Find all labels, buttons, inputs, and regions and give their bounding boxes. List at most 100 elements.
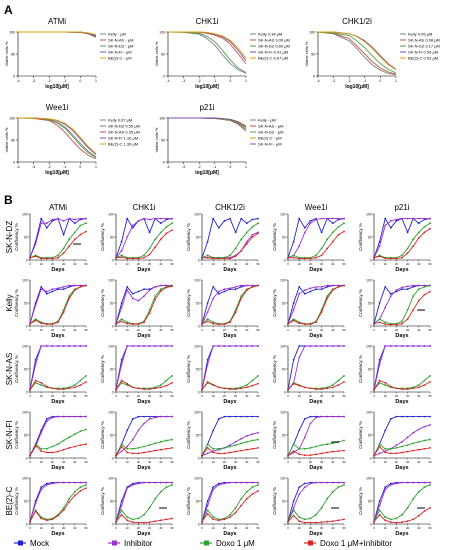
dose-chart: p21i 0 50 100 -4 -3 -2 -1 0 1 log10[μM] Viable cell… — [154, 103, 283, 176]
x-tick-label: 30 — [62, 328, 66, 332]
combo-point — [395, 452, 398, 455]
legend-entry: SK-N-FI - μM — [258, 142, 282, 147]
inhibitor-point — [401, 217, 403, 220]
mock-line — [29, 285, 86, 324]
combo-point — [417, 237, 420, 239]
inhibitor-point — [320, 286, 323, 288]
combo-point — [240, 297, 243, 300]
doxo-point — [85, 428, 87, 431]
y-tick-label: 50 — [110, 433, 114, 437]
mock-point — [395, 220, 398, 222]
inhibitor-point — [40, 222, 43, 225]
combo-point — [171, 285, 173, 288]
inhibitor-point — [79, 217, 82, 220]
inhibitor-point — [62, 220, 65, 222]
combo-line — [373, 445, 431, 456]
x-tick-label: -1 — [213, 79, 216, 83]
inhibitor-point — [143, 481, 145, 484]
y-axis-label: Confluency % — [100, 289, 105, 317]
inhibitor-point — [154, 286, 157, 288]
x-tick-label: 0 — [79, 79, 81, 83]
x-tick-label: 30 — [234, 328, 238, 332]
combo-point — [79, 286, 82, 288]
doxo-point — [331, 490, 334, 493]
y-tick-label: 100 — [280, 476, 286, 480]
x-tick-label: 40 — [417, 328, 421, 332]
y-tick-label: 50 — [282, 367, 286, 371]
mock-point — [126, 217, 129, 220]
inhibitor-point — [378, 504, 381, 507]
combo-point — [131, 452, 134, 455]
inhibitor-point — [326, 217, 329, 220]
combo-point — [79, 444, 82, 446]
x-tick-label: 20 — [309, 394, 313, 398]
combo-point — [429, 227, 431, 230]
mock-point — [389, 226, 392, 229]
x-tick-label: 20 — [137, 526, 141, 530]
y-tick-label: 0 — [284, 390, 286, 394]
doxo-point — [40, 447, 43, 450]
combo-point — [303, 386, 306, 389]
doxo-point — [45, 447, 48, 450]
combo-point — [85, 284, 87, 287]
inhibitor-point — [137, 429, 140, 432]
doxo-point — [206, 443, 209, 446]
x-tick-label: 30 — [62, 526, 66, 530]
y-tick-label: 100 — [22, 476, 28, 480]
y-axis-label: Viable cells % — [4, 41, 9, 66]
combo-point — [406, 520, 409, 523]
doxo-point — [229, 513, 231, 516]
combo-point — [143, 321, 145, 324]
combo-point — [240, 504, 243, 507]
inhibitor-point — [298, 292, 301, 295]
x-tick-label: 30 — [320, 328, 324, 332]
y-axis-label: Confluency % — [14, 487, 19, 515]
combo-point — [131, 386, 134, 389]
doxo-point — [85, 222, 87, 225]
y-tick-label: 50 — [368, 433, 372, 437]
inhibitor-line — [29, 285, 86, 324]
inhibitor-point — [85, 481, 87, 484]
combo-point — [51, 518, 54, 521]
x-tick-label: 50 — [342, 460, 346, 464]
x-tick-label: 20 — [51, 526, 55, 530]
y-tick-label: 0 — [26, 456, 28, 460]
doxo-point — [68, 436, 71, 439]
chart-title: p21i — [199, 103, 214, 112]
y-tick-label: 50 — [24, 235, 28, 239]
inhibitor-point — [217, 290, 220, 293]
inhibitor-point — [154, 345, 157, 347]
x-tick-label: 30 — [62, 460, 66, 464]
x-tick-label: 0 — [115, 262, 117, 266]
doxo-point — [212, 516, 215, 518]
combo-point — [51, 257, 54, 260]
y-tick-label: 100 — [280, 344, 286, 348]
x-tick-label: 40 — [73, 262, 77, 266]
doxo-point — [171, 438, 173, 441]
y-tick-label: 0 — [198, 258, 200, 262]
inhibitor-point — [131, 484, 134, 486]
legend-swatch-marker — [308, 540, 313, 546]
y-axis-label: Confluency % — [186, 487, 191, 515]
combo-point — [234, 511, 237, 514]
doxo-point — [423, 286, 426, 288]
significance-marker: **** — [73, 243, 81, 249]
inhibitor-point — [62, 286, 65, 288]
inhibitor-point — [406, 217, 409, 220]
x-tick-label: 10 — [126, 460, 130, 464]
inhibitor-point — [73, 481, 76, 484]
combo-line — [287, 285, 345, 325]
y-tick-label: 50 — [11, 53, 15, 57]
mock-point — [159, 222, 162, 225]
combo-point — [206, 447, 209, 449]
chart-title: CHK1i — [195, 17, 218, 26]
combo-point — [57, 321, 59, 324]
inhibitor-point — [171, 481, 173, 484]
doxo-point — [57, 443, 59, 446]
x-tick-label: 40 — [73, 394, 77, 398]
combo-point — [40, 381, 43, 384]
dose-chart: ATMi 0 50 100 -4 -3 -2 -1 0 1 log10[μM] Viable cell… — [4, 17, 133, 90]
inhibitor-point — [57, 345, 59, 347]
doxo-point — [143, 513, 145, 516]
y-tick-label: 50 — [196, 235, 200, 239]
